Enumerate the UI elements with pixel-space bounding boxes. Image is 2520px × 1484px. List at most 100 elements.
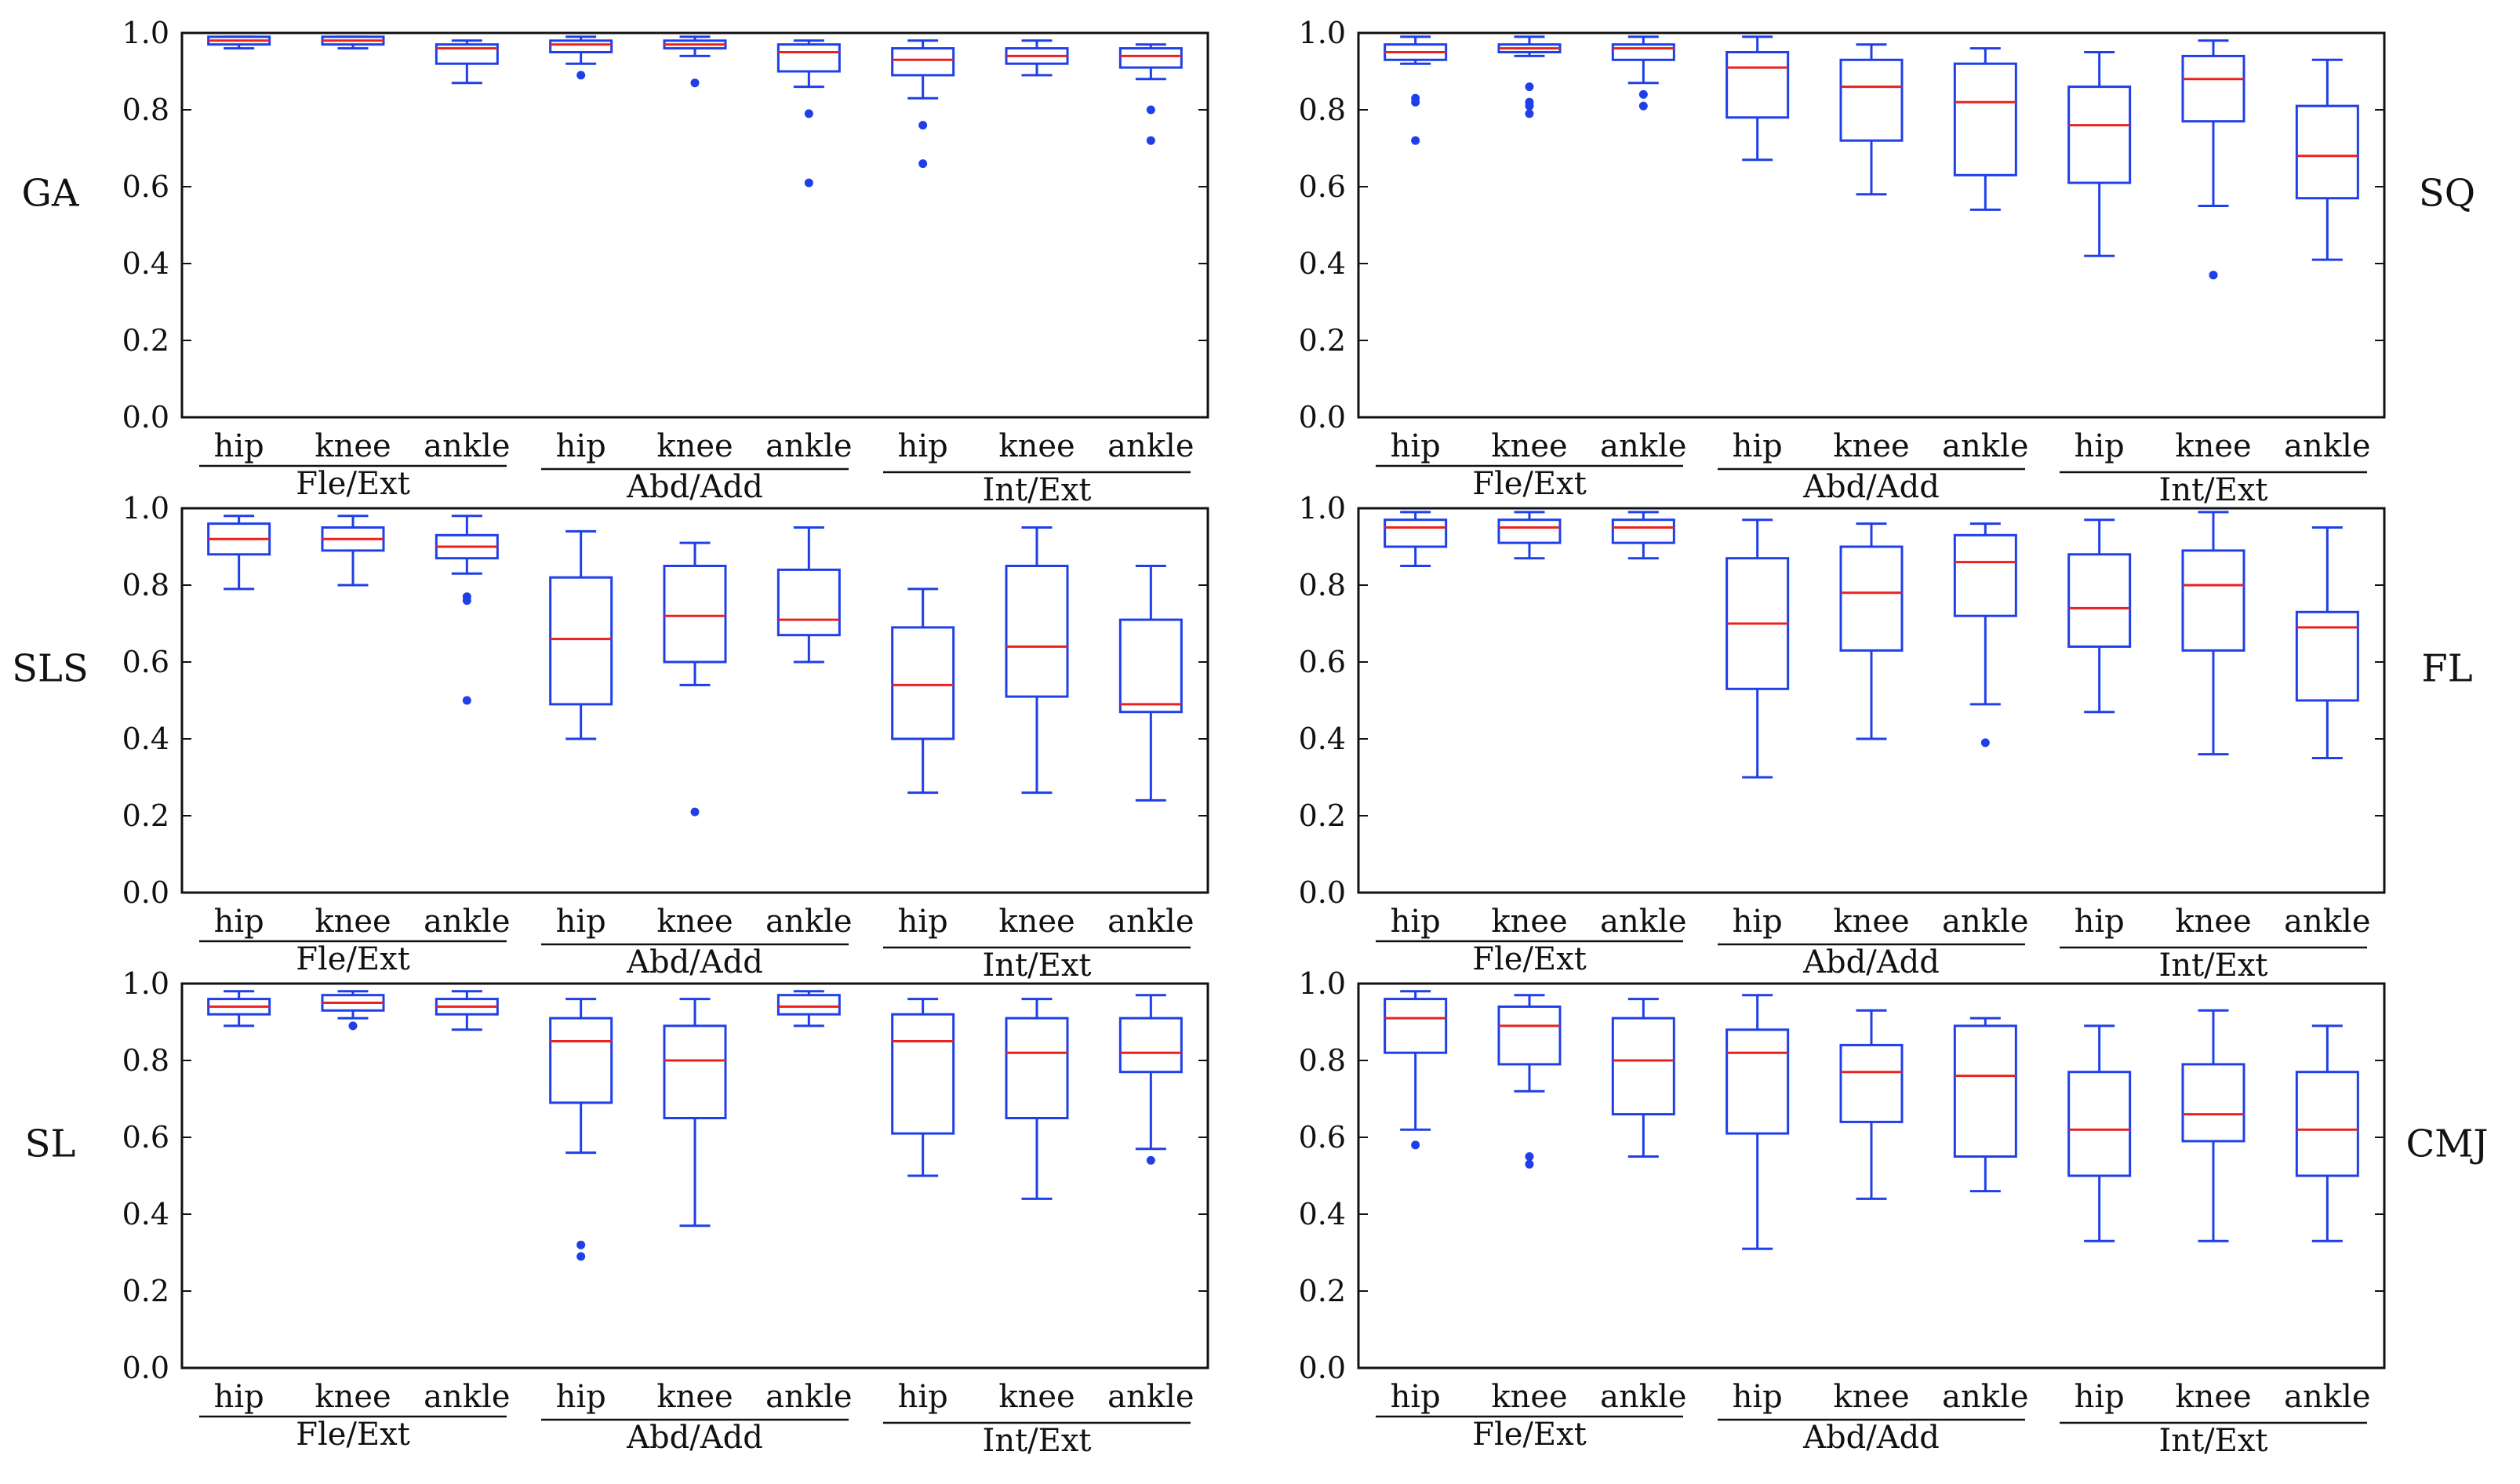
y-tick-label: 0.0 (1299, 875, 1346, 910)
iqr-box (1725, 51, 1790, 119)
outlier-point (1525, 82, 1534, 92)
y-tick-label: 0.4 (122, 1197, 169, 1231)
iqr-box (1611, 43, 1675, 61)
x-category-label: hip (1733, 428, 1783, 464)
x-category-label: knee (656, 1379, 733, 1415)
box-hip-1 (207, 35, 271, 50)
outlier-point (462, 696, 471, 705)
y-tick-label: 1.0 (1299, 16, 1346, 50)
panel-label: SLS (12, 647, 89, 691)
iqr-box (1005, 565, 1069, 698)
iqr-box (776, 43, 841, 73)
x-category-label: hip (556, 428, 606, 464)
box-hip-2 (1725, 994, 1790, 1250)
iqr-box (1839, 58, 1904, 142)
box-hip-3 (891, 998, 955, 1177)
x-group-label: Abd/Add (626, 944, 763, 980)
box-hip-2 (549, 998, 613, 1261)
x-group-label: Fle/Ext (296, 466, 410, 502)
x-category-label: ankle (765, 904, 852, 940)
iqr-box (1953, 1024, 2017, 1158)
box-ankle-2 (776, 39, 841, 187)
box-knee-2 (663, 998, 727, 1228)
outlier-point (576, 1240, 586, 1249)
iqr-box (1953, 533, 2017, 617)
box-ankle-2 (776, 990, 841, 1028)
box-knee-3 (2181, 39, 2245, 280)
iqr-box (2295, 1071, 2359, 1177)
y-tick-label: 0.8 (122, 568, 169, 602)
x-category-label: knee (1833, 904, 1909, 940)
outlier-point (348, 1021, 358, 1031)
outlier-point (1980, 738, 1990, 747)
y-tick-label: 1.0 (1299, 491, 1346, 526)
outlier-point (690, 78, 700, 88)
iqr-box (2181, 1063, 2245, 1143)
box-ankle-2 (1953, 47, 2017, 211)
panel-label: SQ (2419, 172, 2475, 216)
outlier-point (690, 807, 700, 817)
x-category-label: hip (1733, 1379, 1783, 1415)
x-group-label: Fle/Ext (1472, 1417, 1587, 1453)
y-tick-label: 0.6 (122, 645, 169, 679)
box-knee-3 (1005, 998, 1069, 1200)
x-category-label: hip (1391, 428, 1441, 464)
box-hip-2 (549, 35, 613, 80)
box-knee-1 (1497, 35, 1562, 118)
x-category-label: hip (214, 1379, 264, 1415)
x-group-label: Abd/Add (1802, 1420, 1940, 1456)
iqr-box (2295, 610, 2359, 702)
y-tick-label: 0.8 (1299, 568, 1346, 602)
iqr-box (891, 626, 955, 740)
x-group-label: Abd/Add (1802, 944, 1940, 980)
x-group-label: Int/Ext (983, 1423, 1092, 1459)
outlier-point (462, 596, 471, 606)
iqr-box (1725, 1028, 1790, 1135)
y-tick-label: 1.0 (1299, 966, 1346, 1001)
iqr-box (776, 568, 841, 637)
x-category-label: knee (1491, 904, 1567, 940)
y-tick-label: 0.0 (122, 1351, 169, 1385)
x-category-label: knee (656, 904, 733, 940)
iqr-box (549, 1017, 613, 1104)
outlier-point (2209, 271, 2218, 280)
box-knee-3 (2181, 1009, 2245, 1242)
outlier-point (804, 109, 813, 118)
box-knee-1 (321, 35, 385, 50)
x-group-label: Int/Ext (2159, 472, 2268, 508)
x-category-label: ankle (424, 904, 510, 940)
outlier-point (804, 178, 813, 187)
y-tick-label: 0.2 (122, 1274, 169, 1308)
iqr-box (2181, 549, 2245, 652)
x-category-label: ankle (1600, 428, 1686, 464)
box-hip-1 (207, 515, 271, 591)
box-ankle-1 (435, 990, 499, 1031)
box-ankle-1 (435, 515, 499, 705)
iqr-box (1839, 1043, 1904, 1123)
x-category-label: ankle (1942, 428, 2028, 464)
outlier-point (576, 71, 586, 80)
box-ankle-3 (2295, 1024, 2359, 1242)
iqr-box (1384, 518, 1448, 548)
x-group-label: Abd/Add (626, 1420, 763, 1456)
x-category-label: ankle (424, 428, 510, 464)
x-category-label: ankle (1107, 428, 1194, 464)
outlier-point (576, 1252, 586, 1261)
iqr-box (1384, 998, 1448, 1054)
x-category-label: knee (315, 428, 391, 464)
box-hip-1 (207, 990, 271, 1028)
iqr-box (1118, 47, 1183, 69)
outlier-point (1411, 97, 1420, 107)
x-category-label: knee (315, 1379, 391, 1415)
plot-frame (180, 507, 1209, 894)
iqr-box (663, 1024, 727, 1120)
box-hip-1 (1384, 511, 1448, 567)
iqr-box (2295, 104, 2359, 200)
iqr-box (1497, 518, 1562, 544)
x-group-label: Int/Ext (983, 948, 1092, 984)
box-knee-2 (1839, 1009, 1904, 1200)
x-category-label: hip (898, 1379, 948, 1415)
